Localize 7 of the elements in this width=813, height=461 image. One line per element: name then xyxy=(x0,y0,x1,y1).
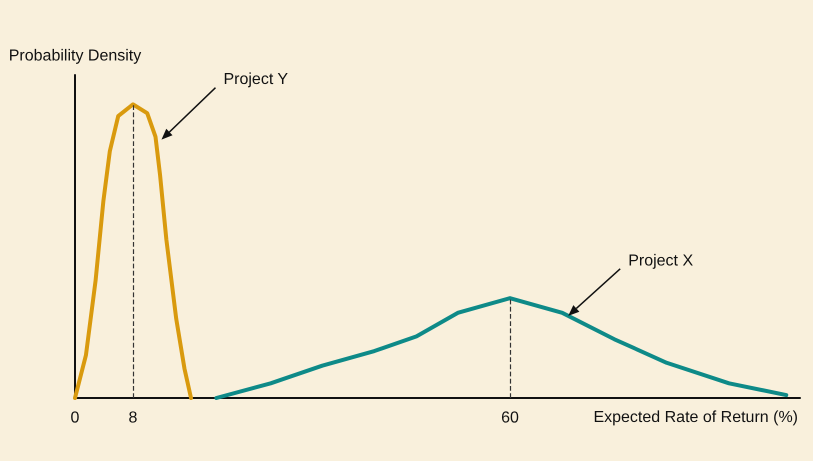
x-tick-label: 8 xyxy=(128,410,138,426)
x-tick-label: 0 xyxy=(70,410,80,426)
x-tick-label: 60 xyxy=(501,410,519,426)
text: Project X xyxy=(628,252,694,270)
text: Project Y xyxy=(223,71,288,88)
y-axis-title: Probability Density xyxy=(8,48,142,64)
x-axis-title: Expected Rate of Return (%) xyxy=(593,409,798,426)
